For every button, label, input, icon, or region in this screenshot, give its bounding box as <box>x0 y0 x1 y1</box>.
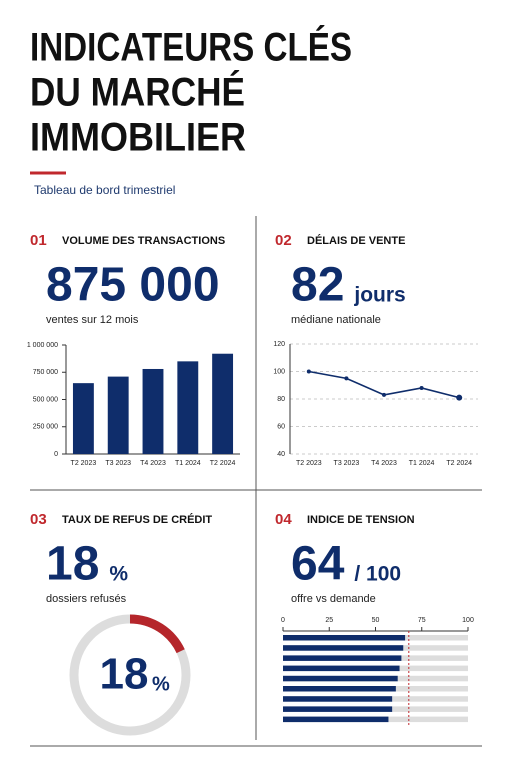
bar <box>212 353 234 454</box>
bar <box>283 696 393 702</box>
kpi-unit: jours <box>353 284 405 307</box>
bar <box>283 655 402 661</box>
panel-number: 04 <box>275 511 292 528</box>
title-line: IMMOBILIER <box>30 116 246 160</box>
subtitle: Tableau de bord trimestriel <box>34 183 175 197</box>
donut-unit: % <box>152 673 170 695</box>
x-tick-label: T4 2023 <box>140 460 166 467</box>
x-tick-label: 25 <box>325 617 333 624</box>
y-tick-label: 100 <box>273 368 285 375</box>
panel-title: TAUX DE REFUS DE CRÉDIT <box>62 513 212 526</box>
title-line: INDICATEURS CLÉS <box>30 25 352 70</box>
x-tick-label: T2 2023 <box>71 460 97 467</box>
y-tick-label: 0 <box>54 451 58 458</box>
bar <box>283 706 393 712</box>
y-tick-label: 60 <box>277 423 285 430</box>
bar <box>283 716 389 723</box>
x-tick-label: T3 2023 <box>105 460 131 467</box>
x-tick-label: 0 <box>281 617 285 624</box>
kpi-unit: % <box>109 563 128 586</box>
bar <box>283 635 406 641</box>
y-tick-label: 120 <box>273 341 285 348</box>
title-line: DU MARCHÉ <box>30 70 245 115</box>
panel-number: 02 <box>275 232 292 249</box>
point <box>419 386 424 390</box>
x-tick-label: T1 2024 <box>175 460 201 467</box>
bar <box>72 383 94 454</box>
bar <box>283 645 404 651</box>
x-tick-label: T2 2024 <box>210 460 236 467</box>
kpi-value: 64 <box>291 538 345 591</box>
bar <box>283 686 396 692</box>
x-tick-label: T1 2024 <box>409 460 435 467</box>
bar <box>283 665 400 672</box>
x-tick-label: 100 <box>462 617 474 624</box>
y-tick-label: 80 <box>277 396 285 403</box>
x-tick-label: T2 2023 <box>296 460 322 467</box>
kpi-value: 82 <box>291 259 344 312</box>
donut-label: 18 <box>100 650 149 699</box>
panel-number: 03 <box>30 511 47 528</box>
bar <box>107 376 129 454</box>
x-tick-label: T3 2023 <box>334 460 360 467</box>
bar <box>142 368 164 454</box>
y-tick-label: 500 000 <box>33 396 58 403</box>
kpi-caption: médiane nationale <box>291 314 381 326</box>
kpi-caption: dossiers refusés <box>46 593 127 605</box>
panel-number: 01 <box>30 232 47 249</box>
bar <box>177 361 199 454</box>
kpi-value: 875 000 <box>46 259 220 312</box>
panel-title: INDICE DE TENSION <box>307 514 415 526</box>
x-tick-label: T4 2023 <box>371 460 397 467</box>
x-tick-label: T2 2024 <box>446 460 472 467</box>
x-tick-label: 50 <box>372 617 380 624</box>
y-tick-label: 750 000 <box>33 369 58 376</box>
point <box>306 369 311 374</box>
point <box>456 394 463 401</box>
point <box>382 392 386 397</box>
kpi-caption: offre vs demande <box>291 593 376 605</box>
bar <box>283 675 398 682</box>
kpi-unit: / 100 <box>354 563 401 586</box>
x-tick-label: 75 <box>418 617 426 624</box>
kpi-value: 18 <box>46 538 99 591</box>
panel-title: VOLUME DES TRANSACTIONS <box>62 235 225 247</box>
panel-title: DÉLAIS DE VENTE <box>307 234 405 247</box>
kpi-caption: ventes sur 12 mois <box>46 314 139 326</box>
y-tick-label: 250 000 <box>33 424 58 431</box>
donut-arc <box>129 614 185 654</box>
point <box>344 376 349 381</box>
y-tick-label: 1 000 000 <box>27 342 58 349</box>
y-tick-label: 40 <box>277 451 285 458</box>
